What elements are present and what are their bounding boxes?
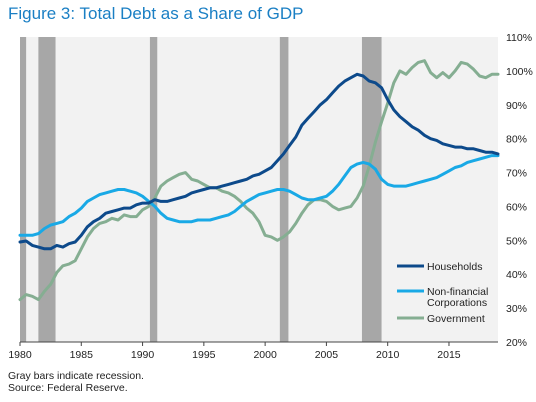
footnotes: Gray bars indicate recession. Source: Fe…	[8, 370, 144, 394]
y-tick-label: 100%	[506, 66, 533, 78]
households-line	[18, 72, 500, 251]
series-lines	[18, 59, 500, 302]
x-tick-label: 2000	[253, 349, 277, 361]
recession-bar	[361, 37, 382, 342]
y-tick-label: 90%	[506, 100, 527, 112]
y-tick-label: 110%	[506, 32, 532, 44]
recession-bar	[20, 37, 27, 342]
x-tick-label: 2015	[437, 349, 461, 361]
legend-households: Households	[397, 261, 482, 273]
y-tick-label: 50%	[506, 235, 527, 247]
y-tick-label: 30%	[506, 303, 527, 315]
x-tick-label: 2005	[315, 349, 339, 361]
legend-label: Corporations	[427, 297, 487, 309]
government-line	[18, 59, 500, 302]
chart-title: Figure 3: Total Debt as a Share of GDP	[8, 4, 304, 23]
footnote-source: Source: Federal Reserve.	[8, 382, 128, 394]
legend-label: Government	[427, 313, 485, 325]
x-tick-label: 1980	[8, 349, 32, 361]
y-tick-label: 60%	[506, 201, 527, 213]
legend-label: Households	[427, 261, 482, 273]
y-tick-label: 80%	[506, 134, 527, 146]
footnote-recession: Gray bars indicate recession.	[8, 370, 144, 382]
y-axis: 20% 30% 40% 50% 60% 70% 80% 90% 100% 110%	[506, 32, 533, 349]
x-tick-label: 2010	[376, 349, 400, 361]
legend-label: Non-financial	[427, 286, 488, 298]
legend-government: Government	[397, 313, 485, 325]
x-axis: 1980 1985 1990 1995 2000 2005 2010 2015	[8, 341, 498, 361]
y-tick-label: 20%	[506, 337, 527, 349]
y-tick-label: 70%	[506, 168, 527, 180]
x-tick-label: 1990	[131, 349, 155, 361]
recession-bar	[149, 37, 158, 342]
corporations-line	[18, 154, 500, 237]
x-tick-label: 1995	[192, 349, 216, 361]
recession-bar	[38, 37, 56, 342]
x-tick-label: 1985	[70, 349, 94, 361]
y-tick-label: 40%	[506, 269, 527, 281]
